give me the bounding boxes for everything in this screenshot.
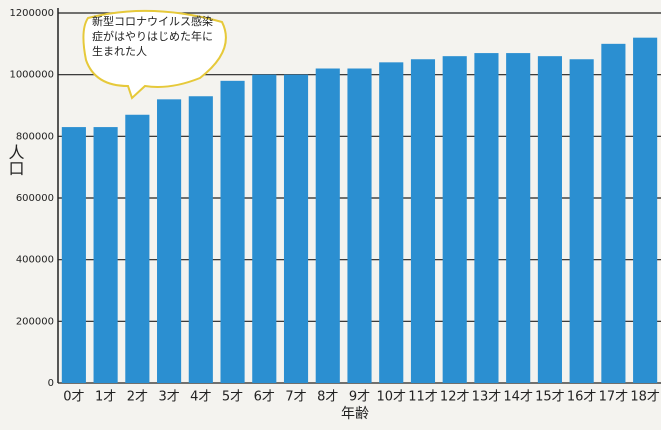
x-tick-label: 8才 — [317, 390, 338, 405]
x-tick-label: 3才 — [158, 390, 179, 405]
annotation-bubble — [82, 9, 227, 100]
x-tick-label: 13才 — [472, 390, 502, 405]
x-tick-label: 2才 — [127, 390, 148, 405]
x-tick-label: 15才 — [535, 390, 565, 405]
x-tick-label: 17才 — [599, 390, 629, 405]
bar — [601, 43, 626, 383]
y-tick-label: 800000 — [16, 131, 54, 142]
y-tick-label: 600000 — [16, 193, 54, 204]
x-tick-label: 12才 — [440, 390, 470, 405]
y-tick-label: 0 — [48, 378, 54, 389]
bar — [188, 96, 213, 383]
x-tick-label: 1才 — [95, 390, 116, 405]
x-tick-label: 6才 — [254, 390, 275, 405]
bar — [157, 99, 182, 383]
y-tick-label: 1200000 — [9, 8, 54, 19]
bar — [506, 53, 531, 383]
y-tick-label: 200000 — [16, 316, 54, 327]
x-tick-label: 0才 — [63, 390, 84, 405]
bar — [220, 80, 245, 383]
bar — [537, 56, 562, 384]
bar — [442, 56, 467, 384]
x-tick-label: 9才 — [349, 390, 370, 405]
bar — [61, 127, 86, 383]
bar — [315, 68, 340, 383]
bar — [474, 53, 499, 383]
bar — [410, 59, 436, 383]
annotation: 新型コロナウイルス感染症がはやりはじめた年に生まれた人 — [92, 15, 213, 58]
x-tick-label: 14才 — [503, 390, 533, 405]
bar — [379, 62, 404, 383]
x-tick-label: 4才 — [190, 390, 211, 405]
bar — [633, 37, 658, 384]
x-axis-label: 年齢 — [341, 406, 369, 422]
x-tick-label: 11才 — [408, 390, 438, 405]
bar — [93, 127, 118, 383]
x-tick-label: 10才 — [376, 390, 406, 405]
y-tick-label: 400000 — [16, 255, 54, 266]
x-tick-label: 18才 — [630, 390, 660, 405]
x-tick-label: 7才 — [285, 390, 306, 405]
y-tick-label: 1000000 — [9, 70, 54, 81]
x-tick-label: 16才 — [567, 390, 597, 405]
bar — [569, 59, 594, 383]
bar — [252, 74, 277, 384]
bar — [347, 68, 372, 383]
annotation-box: 新型コロナウイルス感染症がはやりはじめた年に生まれた人 — [92, 15, 213, 58]
bar — [125, 114, 150, 383]
bar — [283, 74, 309, 384]
y-axis-label: 人口 — [6, 144, 25, 176]
x-tick-label: 5才 — [222, 390, 243, 405]
